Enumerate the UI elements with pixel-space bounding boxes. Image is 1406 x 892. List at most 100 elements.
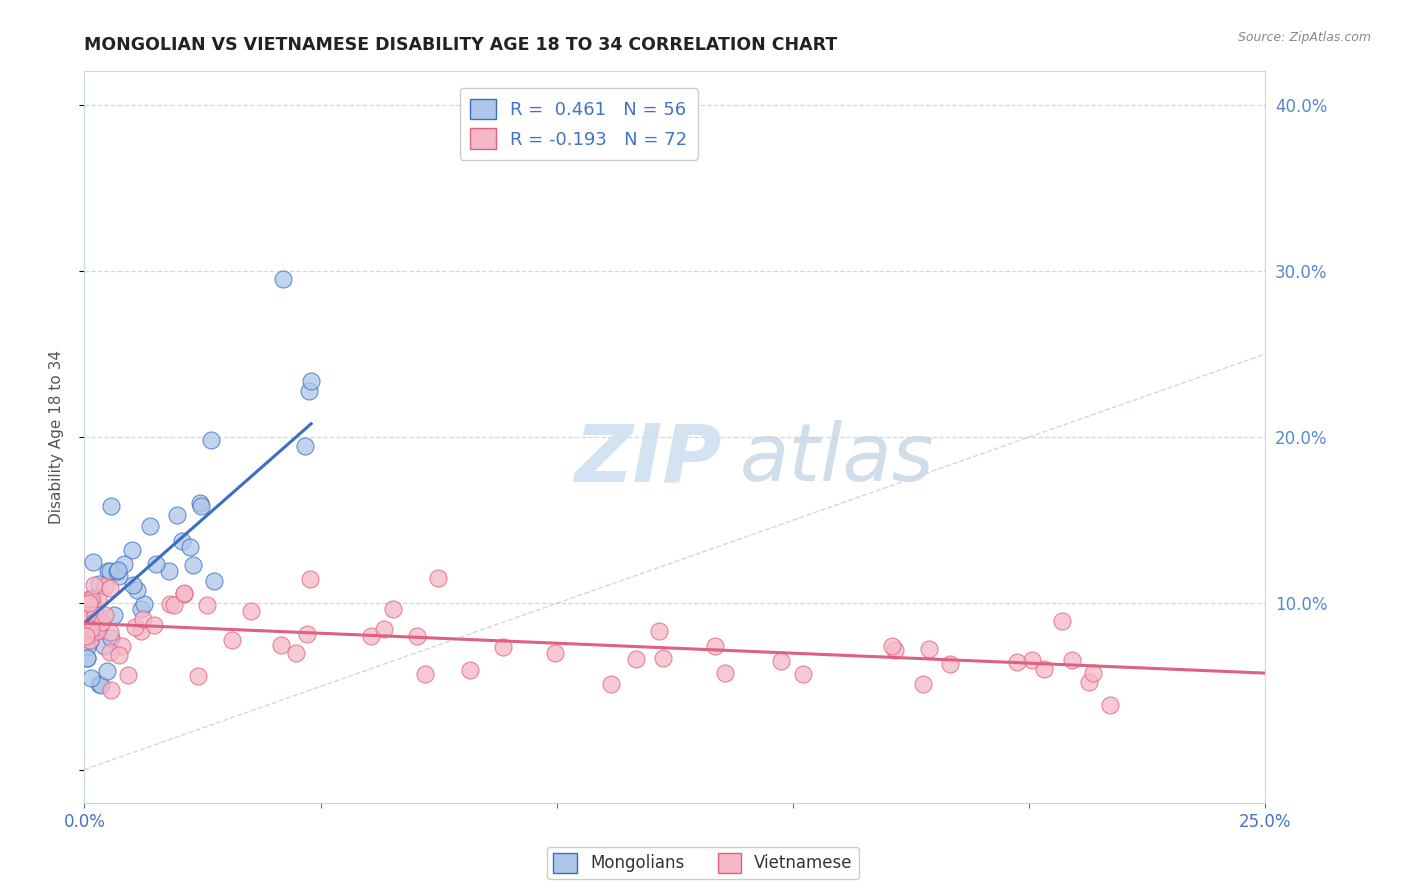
Point xyxy=(121,577,143,591)
Point xyxy=(131,602,153,616)
Point xyxy=(105,564,128,578)
Text: MONGOLIAN VS VIETNAMESE DISABILITY AGE 18 TO 34 CORRELATION CHART: MONGOLIAN VS VIETNAMESE DISABILITY AGE 1… xyxy=(84,36,838,54)
Point xyxy=(884,643,907,657)
Point xyxy=(624,652,647,666)
Point xyxy=(76,623,98,637)
Point xyxy=(89,677,111,691)
Point xyxy=(173,586,195,600)
Point xyxy=(271,272,294,286)
Point xyxy=(427,571,450,585)
Point xyxy=(112,558,135,572)
Point xyxy=(100,645,122,659)
Point xyxy=(124,620,146,634)
Point xyxy=(163,598,186,612)
Y-axis label: Disability Age 18 to 34: Disability Age 18 to 34 xyxy=(49,350,63,524)
Point xyxy=(76,601,98,615)
Point xyxy=(270,638,292,652)
Point xyxy=(294,439,316,453)
Point xyxy=(83,607,105,622)
Text: Source: ZipAtlas.com: Source: ZipAtlas.com xyxy=(1237,31,1371,45)
Point xyxy=(94,608,117,623)
Point xyxy=(1033,662,1056,676)
Point xyxy=(77,596,100,610)
Point xyxy=(87,623,110,637)
Point xyxy=(188,496,211,510)
Point xyxy=(299,375,322,389)
Point xyxy=(75,629,97,643)
Point xyxy=(769,654,792,668)
Point xyxy=(492,640,515,655)
Point xyxy=(173,587,195,601)
Point xyxy=(704,639,727,653)
Point xyxy=(93,639,115,653)
Point xyxy=(298,384,321,398)
Point xyxy=(79,622,101,636)
Text: ZIP: ZIP xyxy=(575,420,721,498)
Point xyxy=(80,591,103,605)
Point xyxy=(83,603,105,617)
Point xyxy=(882,639,904,653)
Point xyxy=(89,577,111,591)
Point xyxy=(382,602,405,616)
Point xyxy=(166,508,188,522)
Point xyxy=(792,666,814,681)
Point xyxy=(127,583,149,598)
Point xyxy=(79,607,101,622)
Point xyxy=(295,627,318,641)
Point xyxy=(460,663,482,677)
Point xyxy=(97,564,120,578)
Point xyxy=(360,629,382,643)
Legend: Mongolians, Vietnamese: Mongolians, Vietnamese xyxy=(547,847,859,880)
Point xyxy=(98,564,121,578)
Point xyxy=(406,629,429,643)
Point xyxy=(82,556,104,570)
Point xyxy=(83,599,105,613)
Point xyxy=(76,615,98,630)
Point xyxy=(90,678,112,692)
Point xyxy=(84,613,107,627)
Point xyxy=(202,574,225,589)
Point xyxy=(107,569,129,583)
Point xyxy=(84,603,107,617)
Point xyxy=(77,618,100,632)
Point xyxy=(187,669,209,683)
Point xyxy=(200,434,222,448)
Point xyxy=(80,591,103,606)
Point xyxy=(76,640,98,655)
Point xyxy=(98,581,121,595)
Point xyxy=(159,597,181,611)
Point xyxy=(117,668,139,682)
Point xyxy=(89,618,111,632)
Point xyxy=(100,500,122,514)
Point xyxy=(86,624,108,639)
Point xyxy=(413,667,436,681)
Point xyxy=(1099,698,1122,713)
Point xyxy=(911,677,934,691)
Point xyxy=(195,598,218,612)
Point xyxy=(76,650,98,665)
Point xyxy=(75,628,97,642)
Point xyxy=(79,627,101,641)
Point xyxy=(544,646,567,660)
Point xyxy=(240,604,263,618)
Point xyxy=(84,621,107,635)
Point xyxy=(77,592,100,607)
Point xyxy=(139,519,162,533)
Point xyxy=(938,657,960,671)
Point xyxy=(1060,653,1083,667)
Point xyxy=(134,597,156,611)
Point xyxy=(221,632,243,647)
Point xyxy=(284,646,307,660)
Point xyxy=(918,642,941,657)
Point xyxy=(170,534,193,549)
Point xyxy=(79,632,101,647)
Point xyxy=(77,608,100,623)
Point xyxy=(298,572,321,586)
Point xyxy=(79,671,101,685)
Point xyxy=(98,625,121,640)
Point xyxy=(83,577,105,591)
Point xyxy=(132,611,155,625)
Point xyxy=(83,615,105,629)
Point xyxy=(600,677,623,691)
Point xyxy=(90,615,112,629)
